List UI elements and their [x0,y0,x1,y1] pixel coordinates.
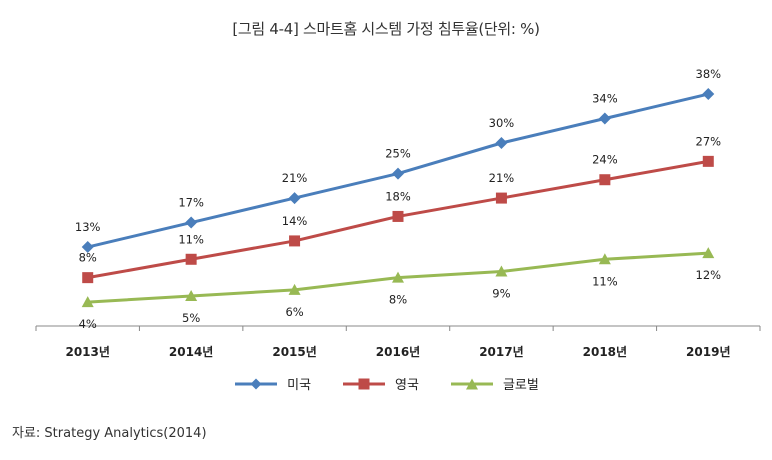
source-note: 자료: Strategy Analytics(2014) [12,426,207,441]
data-label: 38% [696,67,722,81]
data-label: 25% [385,147,411,161]
x-tick-label: 2018년 [583,345,627,359]
legend-swatch-diamond-icon [235,378,278,389]
data-label: 11% [178,232,204,246]
data-label: 14% [282,214,308,228]
data-point [289,235,301,247]
x-tick-label: 2016년 [376,345,420,359]
data-label: 17% [178,196,204,210]
data-labels: 13% 17% 21% 25% 30% 34% 38% 8% 11% 14% 18% 21% 24% 27… [75,67,721,331]
data-label: 8% [79,251,97,265]
data-point [702,247,715,259]
legend-label-us: 미국 [287,378,312,393]
data-point [495,137,508,149]
x-axis: 2013년 2014년 2015년 2016년 2017년 2018년 2019년 [35,325,761,359]
data-point [599,174,611,186]
legend-label-global: 글로벌 [502,378,539,393]
data-label: 9% [492,287,510,301]
x-tick-label: 2014년 [169,345,213,359]
legend-item-us: 미국 [233,374,311,393]
data-point [82,272,94,284]
legend-swatch-triangle-icon [450,378,493,389]
data-point [288,192,301,205]
series-layer [81,88,715,308]
data-point [495,192,507,204]
data-point [288,283,301,295]
legend-label-uk: 영국 [395,378,419,393]
data-label: 34% [592,92,618,106]
data-point [185,253,197,265]
legend-item-global: 글로벌 [449,374,539,393]
data-label: 6% [285,305,303,319]
x-tick-label: 2015년 [272,345,316,359]
data-label: 8% [389,293,407,307]
data-label: 24% [592,153,618,167]
data-point [598,112,611,125]
data-point [185,290,198,301]
data-label: 30% [489,116,515,130]
legend: 미국 영국 글로벌 [0,374,772,393]
data-point [495,265,508,277]
data-point [81,296,94,308]
data-point [392,271,404,283]
x-tick-label: 2019년 [686,345,730,359]
chart-title: [그림 4-4] 스마트홈 시스템 가정 침투율(단위: %) [232,20,540,38]
data-point [702,88,715,101]
data-point [392,210,404,222]
legend-swatch-square-icon [343,378,386,389]
data-point [392,167,404,180]
x-tick-label: 2017년 [479,345,523,359]
data-point [185,216,198,229]
x-tick-label: 2013년 [65,345,109,359]
data-label: 12% [696,268,722,282]
data-label: 21% [282,171,308,185]
data-label: 4% [79,317,97,331]
legend-item-uk: 영국 [341,374,419,393]
data-label: 13% [75,220,101,234]
data-point [598,253,611,265]
data-label: 11% [592,274,618,288]
data-point [702,155,714,167]
data-label: 27% [696,134,722,148]
data-point [81,241,94,254]
data-label: 21% [489,171,515,185]
data-label: 5% [182,311,200,325]
data-label: 18% [385,189,411,203]
